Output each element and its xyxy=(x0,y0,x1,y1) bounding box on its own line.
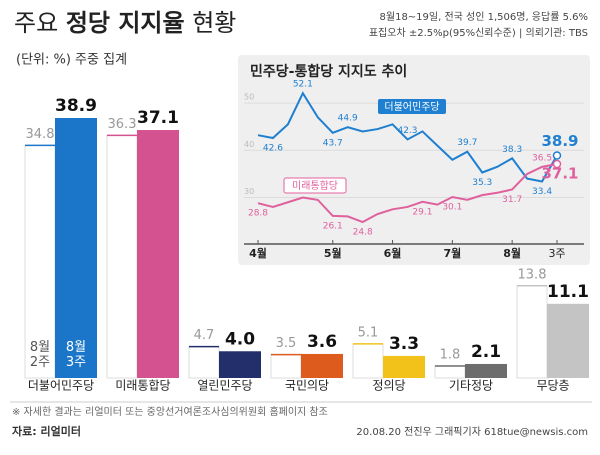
point-label: 35.3 xyxy=(472,178,492,188)
point-label: 43.7 xyxy=(323,138,343,148)
value-label: 34.8 xyxy=(26,127,55,142)
legend-label: 8월 2주 xyxy=(29,340,51,370)
value-label: 1.8 xyxy=(440,347,461,362)
subtitle: (단위: %) 주중 집계 xyxy=(16,53,127,68)
category-label: 기타정당 xyxy=(449,379,493,393)
value-label: 4.7 xyxy=(194,328,215,343)
point-label: 29.1 xyxy=(412,207,432,217)
x-tick-label: 6월 xyxy=(384,246,402,260)
bar xyxy=(547,303,589,378)
inset-panel xyxy=(238,55,590,265)
end-point xyxy=(552,159,562,169)
legend-entry: 8월 2주 xyxy=(29,340,51,370)
value-label: 3.3 xyxy=(389,334,419,354)
point-label: 24.8 xyxy=(353,228,373,238)
bar xyxy=(270,354,302,379)
point-label: 37.1 xyxy=(541,164,578,182)
title-part: 현황 xyxy=(192,9,236,37)
x-tick-label: 5월 xyxy=(324,246,342,260)
title-part: 주요 xyxy=(14,9,58,37)
y-tick-label: 30 xyxy=(244,187,254,196)
y-tick-label: 50 xyxy=(244,93,254,102)
point-label: 33.4 xyxy=(532,187,552,197)
x-tick-label: 4월 xyxy=(249,246,267,260)
point-label: 42.6 xyxy=(263,144,283,154)
bar xyxy=(465,363,507,378)
value-label: 37.1 xyxy=(137,108,179,128)
source: 자료: 리얼미터 xyxy=(12,424,81,438)
end-point xyxy=(552,151,562,160)
category-label: 더불어민주당 xyxy=(28,379,94,393)
bar xyxy=(106,134,138,379)
series-tag xyxy=(283,177,347,194)
x-tick-label: 7월 xyxy=(443,246,461,260)
value-label: 4.0 xyxy=(225,329,255,349)
bar xyxy=(434,365,466,379)
category-label: 무당층 xyxy=(536,379,569,393)
value-label: 38.9 xyxy=(55,96,97,116)
survey-note: 8월18~19일, 전국 성인 1,506명, 응답률 5.6% xyxy=(380,11,588,23)
category-label: 정의당 xyxy=(372,379,405,393)
title-part: 정당 지지율 xyxy=(66,9,185,37)
line xyxy=(257,91,558,183)
point-label: 42.3 xyxy=(397,126,417,136)
footnote: ※ 자세한 결과는 리얼미터 또는 중앙선거여론조사심의위원회 홈페이지 참조 xyxy=(12,405,328,418)
bar xyxy=(219,351,261,378)
point-label: 44.9 xyxy=(338,114,358,124)
value-label: 3.5 xyxy=(276,336,297,351)
point-label: 38.3 xyxy=(502,145,522,155)
point-label: 30.1 xyxy=(442,203,462,213)
category-label: 미래통합당 xyxy=(115,379,170,393)
value-label: 11.1 xyxy=(547,282,589,302)
x-tick-label: 8월 xyxy=(503,246,521,260)
value-label: 3.6 xyxy=(307,332,337,352)
bar xyxy=(137,130,179,378)
legend-entry: 8월 3주 xyxy=(65,340,87,370)
point-label: 38.9 xyxy=(541,132,578,150)
y-tick-label: 40 xyxy=(244,140,254,149)
legend-label: 8월 3주 xyxy=(65,340,87,370)
point-label: 52.1 xyxy=(293,80,313,90)
value-label: 5.1 xyxy=(358,325,379,340)
bar xyxy=(24,144,56,379)
point-label: 26.1 xyxy=(323,221,343,231)
bar xyxy=(383,355,425,378)
category-label: 열린민주당 xyxy=(197,379,252,393)
value-label: 13.8 xyxy=(518,267,547,282)
series-label: 미래통합당 xyxy=(292,180,338,192)
title: 주요 정당 지지율 현황 xyxy=(14,9,236,37)
survey-note: 표집오차 ±2.5%p(95%신뢰수준) | 의뢰기관: TBS xyxy=(369,27,588,39)
series-tag xyxy=(378,99,446,114)
bar xyxy=(55,118,97,378)
bar xyxy=(188,346,220,379)
inset-title: 민주당-통합당 지지도 추이 xyxy=(250,63,407,80)
bar xyxy=(352,343,384,379)
bar xyxy=(301,353,343,378)
point-label: 36.5 xyxy=(532,153,552,163)
point-label: 31.7 xyxy=(502,195,522,205)
x-tick-label: 3주 xyxy=(548,247,565,260)
line xyxy=(257,163,558,224)
bar xyxy=(516,285,548,379)
series-label: 더불어민주당 xyxy=(384,101,439,113)
point-label: 39.7 xyxy=(457,138,477,148)
value-label: 36.3 xyxy=(108,117,137,132)
credit: 20.08.20 전진우 그래픽기자 618tue@newsis.com xyxy=(356,426,588,438)
value-label: 2.1 xyxy=(471,342,501,362)
category-label: 국민의당 xyxy=(285,379,329,393)
point-label: 28.8 xyxy=(248,209,268,219)
